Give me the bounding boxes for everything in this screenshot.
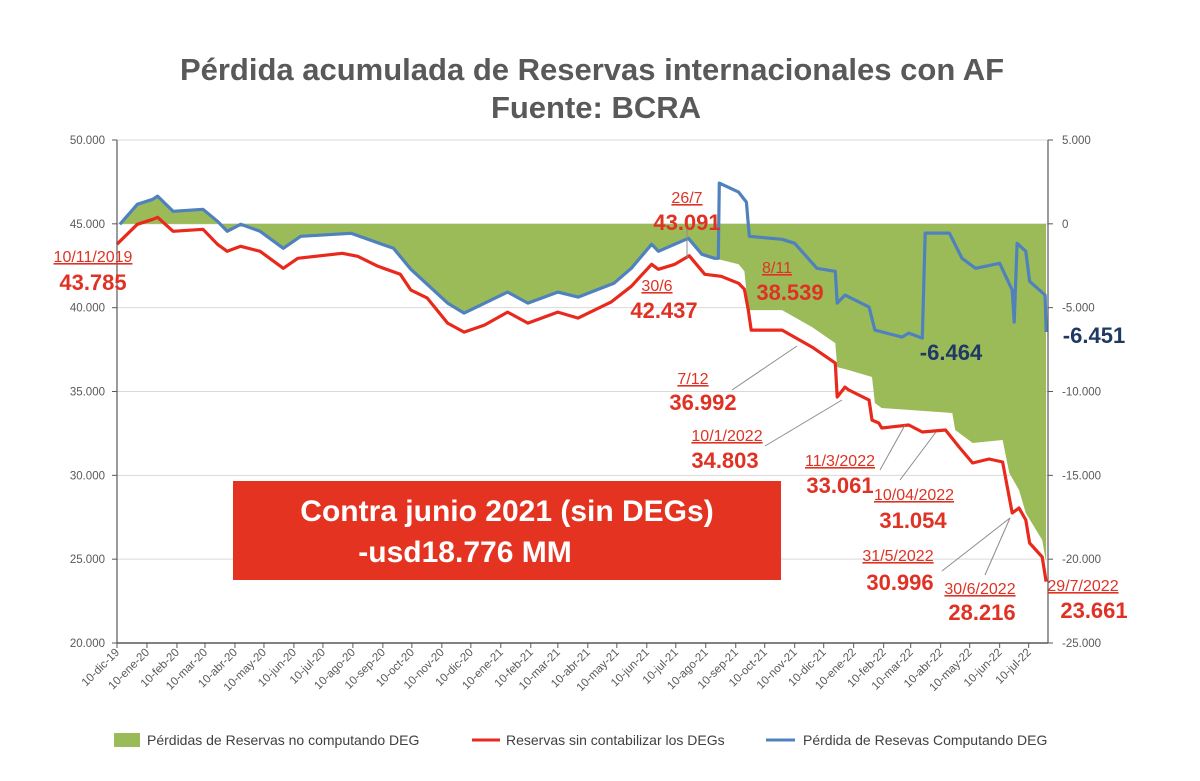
annotation-value: 33.061 [806,473,873,498]
callout-line-1: Contra junio 2021 (sin DEGs) [300,495,713,528]
annotation-leaders [686,226,1011,576]
y-right-tick-label: 0 [1062,219,1068,231]
y-left-tick-label: 25.000 [70,554,105,566]
annotation-date: 7/12 [677,371,708,388]
y-right-tick-label: -25.000 [1062,638,1101,650]
annotation-value: 31.054 [879,508,947,533]
annotation-date: 10/04/2022 [874,487,954,504]
annotation-value: 23.661 [1060,598,1127,623]
annotation-date: 31/5/2022 [862,548,933,565]
leader-line [899,431,937,481]
annotation-date: 8/11 [762,260,792,277]
y-right-tick-label: 5.000 [1062,135,1091,147]
y-right-tick-label: -15.000 [1062,470,1101,482]
line-layer [115,181,1048,582]
y-left-tick-label: 35.000 [70,387,105,399]
leader-line [984,517,1011,576]
legend-label: Pérdidas de Reservas no computando DEG [147,732,419,748]
annotation-date: 30/6 [641,278,672,295]
blue-series-label: -6.464 [920,340,983,365]
annotation-value: 43.091 [653,210,720,235]
series-area-perdidas-no-computando-deg [119,196,1047,563]
series-line-computando-deg [118,181,1048,340]
y-left-tick-label: 45.000 [70,219,105,231]
blue-series-end-label: -6.451 [1063,323,1125,348]
annotation-value: 42.437 [630,298,697,323]
annotation-value: 43.785 [59,270,126,295]
y-left-tick-label: 20.000 [70,638,105,650]
y-left-tick-label: 30.000 [70,470,105,482]
annotation-value: 30.996 [866,570,933,595]
annotation-value: 36.992 [669,390,736,415]
y-right-tick-label: -5.000 [1062,303,1095,315]
legend-label: Pérdida de Resevas Computando DEG [803,732,1047,748]
leader-line [764,399,843,447]
annotation-date: 29/7/2022 [1047,578,1118,595]
chart-title: Pérdida acumulada de Reservas internacio… [180,52,1004,87]
annotation-value: 28.216 [948,600,1015,625]
y-left-tick-label: 40.000 [70,303,105,315]
leader-line [731,345,798,391]
y-right-tick-label: -20.000 [1062,554,1101,566]
chart-subtitle: Fuente: BCRA [491,90,701,125]
green-area-layer [119,196,1047,563]
annotation-value: 34.803 [691,448,758,473]
legend: Pérdidas de Reservas no computando DEG R… [114,732,1047,748]
series-line-sin-degs [115,215,1048,582]
legend-label: Reservas sin contabilizar los DEGs [506,732,725,748]
leader-line [879,424,906,471]
annotation-date: 11/3/2022 [805,453,875,470]
annotation-value: 38.539 [756,280,823,305]
legend-swatch-green [114,733,140,747]
axes: 20.000 25.000 30.000 35.000 40.000 45.000 50.0… [70,135,1101,694]
y-left-tick-label: 50.000 [70,135,105,147]
y-right-tick-label: -10.000 [1062,387,1101,399]
callout-line-2: -usd18.776 MM [358,536,571,569]
annotation-date: 30/6/2022 [944,581,1015,598]
annotation-date: 26/7 [671,190,702,207]
annotation-date: 10/11/2019 [54,249,133,266]
annotation-date: 10/1/2022 [691,428,762,445]
leader-line [941,517,1011,572]
callout-box [233,481,781,580]
